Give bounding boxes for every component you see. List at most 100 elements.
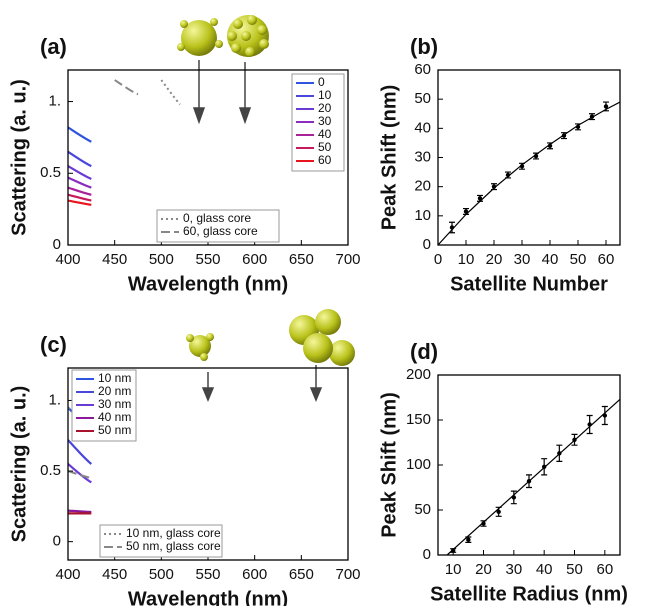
sphere-icon [210, 18, 218, 26]
series-line [114, 79, 139, 96]
legend-label: 20 nm [98, 384, 131, 398]
plot-area [446, 398, 620, 555]
panel: (a)Wavelength (nm)Scattering (a. u.)400 4… [8, 34, 360, 295]
y-tick-label: 1. [48, 93, 61, 110]
data-point [533, 153, 539, 159]
data-point [491, 184, 497, 189]
axes-frame [437, 69, 621, 246]
x-tick-label: 30 [514, 251, 531, 268]
series-line [68, 463, 92, 484]
panel-label: (b) [410, 34, 438, 59]
data-point [526, 479, 532, 484]
panel: (c) Wavelength (nm) Scattering (a. u.) 400 4… [8, 332, 360, 606]
panel: (b) Satellite Number Peak Shift (nm) 0 10 20 3… [378, 34, 621, 295]
series-line [68, 165, 92, 181]
legend-label: 10 nm [98, 371, 131, 385]
legend-label: 30 nm [98, 397, 131, 411]
y-tick-label: 0 [53, 533, 61, 550]
x-tick-label: 0 [434, 251, 442, 268]
series-line [68, 176, 92, 189]
y-axis-label: Scattering (a. u.) [8, 386, 30, 543]
data-point [557, 451, 562, 456]
x-tick-label: 600 [242, 566, 267, 583]
data-point [575, 124, 581, 130]
data-point [589, 114, 595, 119]
legend-label: 0 [318, 75, 325, 89]
y-axis-label: Peak Shift (nm) [378, 392, 400, 538]
legend-label: 60, glass core [183, 224, 258, 238]
y-tick-label: 0.5 [40, 462, 61, 479]
y-tick-label: 0 [53, 236, 61, 253]
series-line [68, 439, 93, 465]
x-axis-label: Satellite Radius (nm) [430, 583, 628, 605]
legend-label: 50 nm, glass core [126, 539, 221, 553]
x-tick-label: 40 [542, 251, 559, 268]
data-point [481, 521, 486, 526]
series-line [68, 199, 92, 206]
sphere-icon [200, 353, 208, 361]
fit-line [438, 101, 620, 245]
x-axis-label: Wavelength (nm) [128, 588, 288, 606]
y-tick-label: 60 [414, 61, 431, 78]
series-line [68, 150, 92, 168]
data-point [511, 495, 517, 500]
panel: (d) Satellite Radius (nm) Peak Shift (nm) 1… [378, 339, 628, 605]
y-axis-label: Peak Shift (nm) [378, 85, 400, 231]
sphere-icon [177, 43, 185, 51]
y-tick-label: 50 [414, 501, 431, 518]
data-point [547, 143, 553, 149]
data-point [603, 104, 609, 109]
y-axis-label: Scattering (a. u.) [8, 79, 30, 236]
y-tick-label: 10 [414, 207, 431, 224]
data-point [466, 537, 471, 542]
sphere-icon [315, 309, 341, 335]
data-point [505, 172, 511, 178]
y-tick-label: 200 [406, 366, 431, 383]
data-point [602, 413, 608, 418]
y-tick-label: 50 [414, 90, 431, 107]
x-axis-label: Wavelength (nm) [128, 273, 288, 295]
y-tick-label: 0 [423, 236, 431, 253]
x-tick-label: 10 [445, 561, 462, 578]
x-tick-label: 700 [335, 251, 360, 268]
plot-area [438, 101, 620, 245]
panel-label: (d) [410, 339, 438, 364]
x-tick-label: 650 [289, 251, 314, 268]
x-tick-label: 400 [55, 251, 80, 268]
x-tick-label: 700 [335, 566, 360, 583]
data-point [541, 464, 547, 469]
panel-label: (c) [40, 332, 67, 357]
bumps [227, 15, 269, 57]
x-tick-label: 50 [570, 251, 587, 268]
sphere-icon [206, 333, 214, 341]
sphere-icon [303, 333, 333, 363]
y-tick-label: 0.5 [40, 164, 61, 181]
y-tick-label: 20 [414, 178, 431, 195]
legend-label: 10 nm, glass core [126, 526, 221, 540]
data-point [477, 196, 483, 201]
x-tick-label: 20 [486, 251, 503, 268]
panel-label: (a) [40, 34, 67, 59]
decorations [177, 15, 355, 402]
x-tick-label: 20 [475, 561, 492, 578]
x-tick-label: 500 [149, 566, 174, 583]
legend-label: 50 nm [98, 423, 131, 437]
x-axis-label: Satellite Number [450, 273, 608, 295]
fit-line [446, 398, 620, 555]
data-point [561, 133, 567, 138]
series-line [68, 186, 92, 196]
sphere-icon [329, 340, 355, 366]
sphere-icon [189, 335, 211, 357]
y-tick-label: 150 [406, 411, 431, 428]
x-tick-label: 30 [505, 561, 522, 578]
x-tick-label: 40 [536, 561, 553, 578]
legend-box [99, 524, 223, 558]
legend-label: 30 [318, 114, 332, 128]
data-point [449, 225, 455, 230]
series-line [68, 406, 93, 430]
legend-box [156, 209, 280, 243]
